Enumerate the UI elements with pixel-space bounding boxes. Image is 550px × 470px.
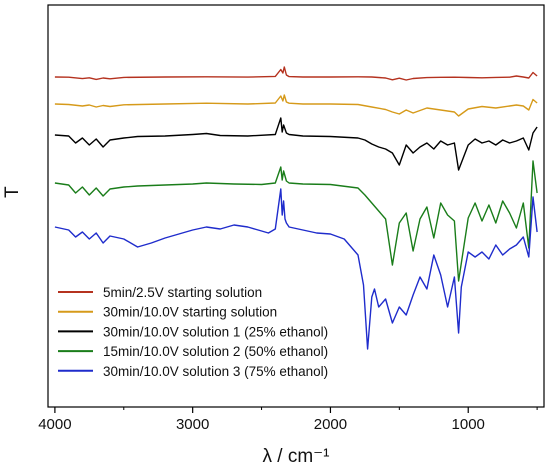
legend-label-3: 30min/10.0V solution 1 (25% ethanol)	[103, 324, 328, 339]
legend-label-2: 30min/10.0V starting solution	[103, 305, 277, 320]
series-line-5	[54, 188, 538, 350]
plot-frame	[47, 4, 545, 408]
legend-label-5: 30min/10.0V solution 3 (75% ethanol)	[103, 364, 328, 379]
x-tick-label-2000: 2000	[314, 416, 347, 433]
y-axis-title: T	[2, 186, 23, 198]
x-axis-title: λ / cm⁻¹	[262, 446, 329, 467]
series-line-3	[54, 117, 538, 171]
series-line-2	[54, 94, 538, 117]
x-tick-label-4000: 4000	[38, 416, 71, 433]
series-line-1	[54, 66, 538, 81]
x-axis: 4000 3000 2000 1000	[38, 407, 538, 433]
legend-label-4: 15min/10.0V solution 2 (50% ethanol)	[103, 344, 328, 359]
x-tick-label-3000: 3000	[176, 416, 209, 433]
series-layer	[54, 66, 538, 350]
series-line-4	[54, 160, 538, 282]
legend: 5min/2.5V starting solution 30min/10.0V s…	[58, 285, 328, 379]
x-tick-label-1000: 1000	[452, 416, 485, 433]
legend-label-1: 5min/2.5V starting solution	[103, 285, 262, 300]
